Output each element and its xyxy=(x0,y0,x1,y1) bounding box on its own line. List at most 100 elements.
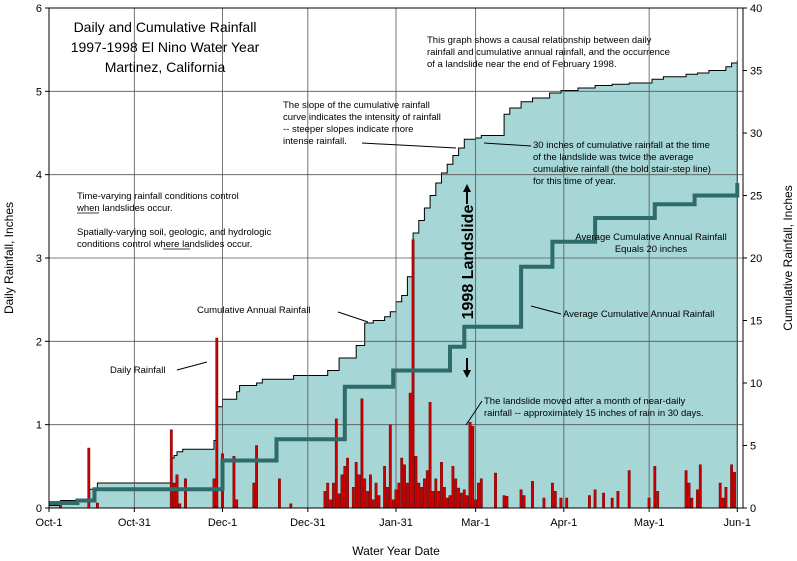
daily-rainfall-bar xyxy=(178,503,182,509)
intro-line-3: of a landslide near the end of February … xyxy=(427,59,617,70)
daily-rainfall-bar xyxy=(406,482,409,509)
daily-rainfall-bar xyxy=(684,470,688,509)
avg-eq-line-1: Average Cumulative Annual Rainfall xyxy=(575,232,726,243)
daily-rainfall-bar xyxy=(565,497,569,509)
x-axis-title: Water Year Date xyxy=(352,544,440,558)
daily-rainfall-bar xyxy=(232,456,236,509)
daily-rainfall-bar xyxy=(593,489,597,509)
daily-rainfall-bar xyxy=(505,496,509,509)
intro-line-2: rainfall and cumulative annual rainfall,… xyxy=(427,47,670,58)
time-line-2: when landslides occur. xyxy=(76,203,173,214)
daily-rainfall-bar xyxy=(391,499,395,509)
daily-rainfall-bar xyxy=(329,499,332,509)
daily-rainfall-bar xyxy=(357,474,361,509)
daily-rainfall-bar xyxy=(434,478,438,509)
left-tick-label: 2 xyxy=(36,336,42,348)
daily-rainfall-bar xyxy=(360,398,364,509)
thirty-inches-annotation: 30 inches of cumulative rainfall at the … xyxy=(533,140,711,187)
x-tick-label: Jan-31 xyxy=(379,517,413,529)
daily-rainfall-bar xyxy=(718,482,722,509)
daily-rainfall-bar xyxy=(542,497,546,509)
daily-rainfall-bar xyxy=(377,495,381,509)
slope-line-3: -- steeper slopes indicate more xyxy=(283,124,413,135)
daily-rainfall-bar xyxy=(460,492,463,509)
daily-rainfall-bar xyxy=(428,402,432,509)
conditions-annotation: Time-varying rainfall conditions control… xyxy=(76,191,272,250)
daily-rainfall-bar xyxy=(397,482,401,509)
daily-rainfall-bar xyxy=(354,462,358,509)
daily-rainfall-bar xyxy=(443,487,446,509)
right-tick-label: 15 xyxy=(750,316,762,328)
slope-line-1: The slope of the cumulative rainfall xyxy=(283,100,430,111)
daily-rainfall-bar xyxy=(95,502,99,509)
thirty-line-3: cumulative rainfall (the bold stair-step… xyxy=(533,164,711,175)
daily-rainfall-bar xyxy=(519,489,523,509)
daily-rainfall-bar xyxy=(451,466,455,509)
daily-rainfall-bar xyxy=(340,474,344,509)
daily-rainfall-bar xyxy=(255,445,258,509)
cumulative-pointer-line xyxy=(337,311,369,323)
space-line-1: Spatially-varying soil, geologic, and hy… xyxy=(77,227,272,238)
left-axis-title: Daily Rainfall, Inches xyxy=(2,202,16,314)
daily-rainfall-bar xyxy=(479,478,483,509)
daily-rainfall-bar xyxy=(394,489,398,509)
x-tick-label: May-1 xyxy=(634,517,665,529)
daily-rainfall-bar xyxy=(733,472,736,509)
daily-rainfall-bar xyxy=(522,495,526,509)
average-pointer-line xyxy=(530,305,562,315)
title-line-3: Martinez, California xyxy=(105,59,226,75)
daily-rainfall-bar xyxy=(445,497,449,509)
daily-rainfall-bar xyxy=(627,470,631,509)
daily-rainfall-bar xyxy=(457,487,460,509)
thirty-line-1: 30 inches of cumulative rainfall at the … xyxy=(533,140,710,151)
daily-rainfall-bar xyxy=(386,487,389,509)
moved-pointer-line xyxy=(465,400,483,426)
right-tick-label: 20 xyxy=(750,253,762,265)
daily-rainfall-bar xyxy=(653,466,657,509)
slope-pointer-line xyxy=(361,142,457,149)
daily-rainfall-bar xyxy=(448,495,452,509)
right-tick-label: 40 xyxy=(750,3,762,15)
daily-rainfall-bar xyxy=(215,337,219,509)
daily-rainfall-bars xyxy=(59,239,736,509)
daily-rainfall-bar xyxy=(647,497,651,509)
daily-rainfall-bar xyxy=(169,429,173,509)
landslide-up-arrow-head xyxy=(463,184,471,192)
intro-line-1: This graph shows a causal relationship b… xyxy=(427,35,652,46)
daily-rainfall-bar xyxy=(172,482,176,509)
daily-rainfall-bar xyxy=(687,482,691,509)
daily-rainfall-bar xyxy=(343,466,347,509)
daily-rainfall-label: Daily Rainfall xyxy=(110,365,165,376)
daily-rainfall-bar xyxy=(437,491,441,509)
right-tick-label: 5 xyxy=(750,441,756,453)
slope-line-4: intense rainfall. xyxy=(283,136,347,147)
daily-rainfall-bar xyxy=(724,487,728,509)
average-rainfall-label: Average Cumulative Annual Rainfall xyxy=(563,309,714,320)
daily-rainfall-bar xyxy=(656,491,660,509)
average-cumulative-rainfall-line xyxy=(49,183,740,505)
daily-rainfall-bar xyxy=(721,497,725,509)
x-tick-label: Dec-31 xyxy=(290,517,325,529)
landslide-label: 1998 Landslide xyxy=(460,205,477,320)
daily-rainfall-bar xyxy=(616,491,620,509)
landslide-down-arrow-head xyxy=(463,370,471,378)
daily-rainfall-bar xyxy=(278,478,281,509)
moved-line-1: The landslide moved after a month of nea… xyxy=(484,396,685,407)
daily-rainfall-bar xyxy=(588,495,591,509)
left-tick-label: 3 xyxy=(36,253,42,265)
daily-rainfall-bar xyxy=(423,478,426,509)
daily-rainfall-bar xyxy=(454,478,458,509)
daily-rainfall-bar xyxy=(690,497,694,509)
thirty-line-4: for this time of year. xyxy=(533,176,616,187)
cumulative-rainfall-label: Cumulative Annual Rainfall xyxy=(197,305,311,316)
landslide-moved-annotation: The landslide moved after a month of nea… xyxy=(484,396,704,419)
slope-line-2: curve indicates the intensity of rainfal… xyxy=(283,112,441,123)
landslide-arrows xyxy=(463,184,471,378)
daily-rainfall-bar xyxy=(696,489,699,509)
x-tick-label: Jun-1 xyxy=(724,517,752,529)
daily-rainfall-bar xyxy=(383,466,386,509)
daily-rainfall-bar xyxy=(471,426,475,509)
daily-rainfall-bar xyxy=(602,492,606,509)
x-tick-label: Dec-1 xyxy=(208,517,237,529)
